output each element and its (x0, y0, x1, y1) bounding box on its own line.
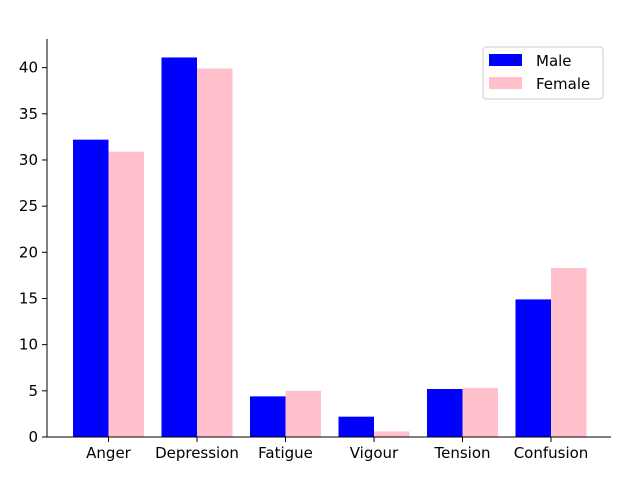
x-tick-label-vigour: Vigour (350, 444, 399, 462)
bar-male-vigour (338, 416, 374, 437)
bar-male-depression (161, 57, 197, 437)
bar-female-confusion (551, 268, 587, 437)
legend-swatch-female (489, 77, 522, 89)
bar-male-confusion (515, 299, 551, 437)
bar-female-vigour (374, 431, 410, 437)
bar-female-anger (108, 151, 144, 437)
x-tick-label-anger: Anger (86, 444, 132, 462)
bar-male-fatigue (250, 396, 286, 437)
y-tick-label: 25 (19, 197, 38, 215)
legend-swatch-male (489, 54, 522, 66)
y-tick-label: 30 (19, 151, 38, 169)
legend: Male Female (482, 46, 604, 100)
x-tick-label-depression: Depression (155, 444, 239, 462)
bars-layer (73, 57, 587, 438)
y-tick-label: 40 (19, 59, 38, 77)
bar-female-fatigue (285, 390, 321, 437)
bar-female-tension (462, 388, 498, 437)
y-tick-label: 20 (19, 243, 38, 261)
bar-male-anger (73, 139, 109, 437)
y-tick-label: 5 (28, 382, 38, 400)
y-tick-label: 10 (19, 336, 38, 354)
y-tick-label: 35 (19, 105, 38, 123)
x-tick-label-tension: Tension (433, 444, 490, 462)
legend-label-male: Male (536, 52, 572, 70)
y-tick-label: 15 (19, 289, 38, 307)
legend-label-female: Female (536, 75, 590, 93)
x-tick-label-confusion: Confusion (514, 444, 589, 462)
bar-male-tension (427, 388, 463, 437)
y-ticks-layer: 0 5 10 15 20 25 30 35 40 (19, 59, 47, 446)
x-ticks-layer: Anger Depression Fatigue Vigour Tension Confu… (86, 437, 588, 462)
bar-female-depression (197, 68, 233, 438)
x-tick-label-fatigue: Fatigue (258, 444, 313, 462)
y-tick-label: 0 (28, 428, 38, 446)
